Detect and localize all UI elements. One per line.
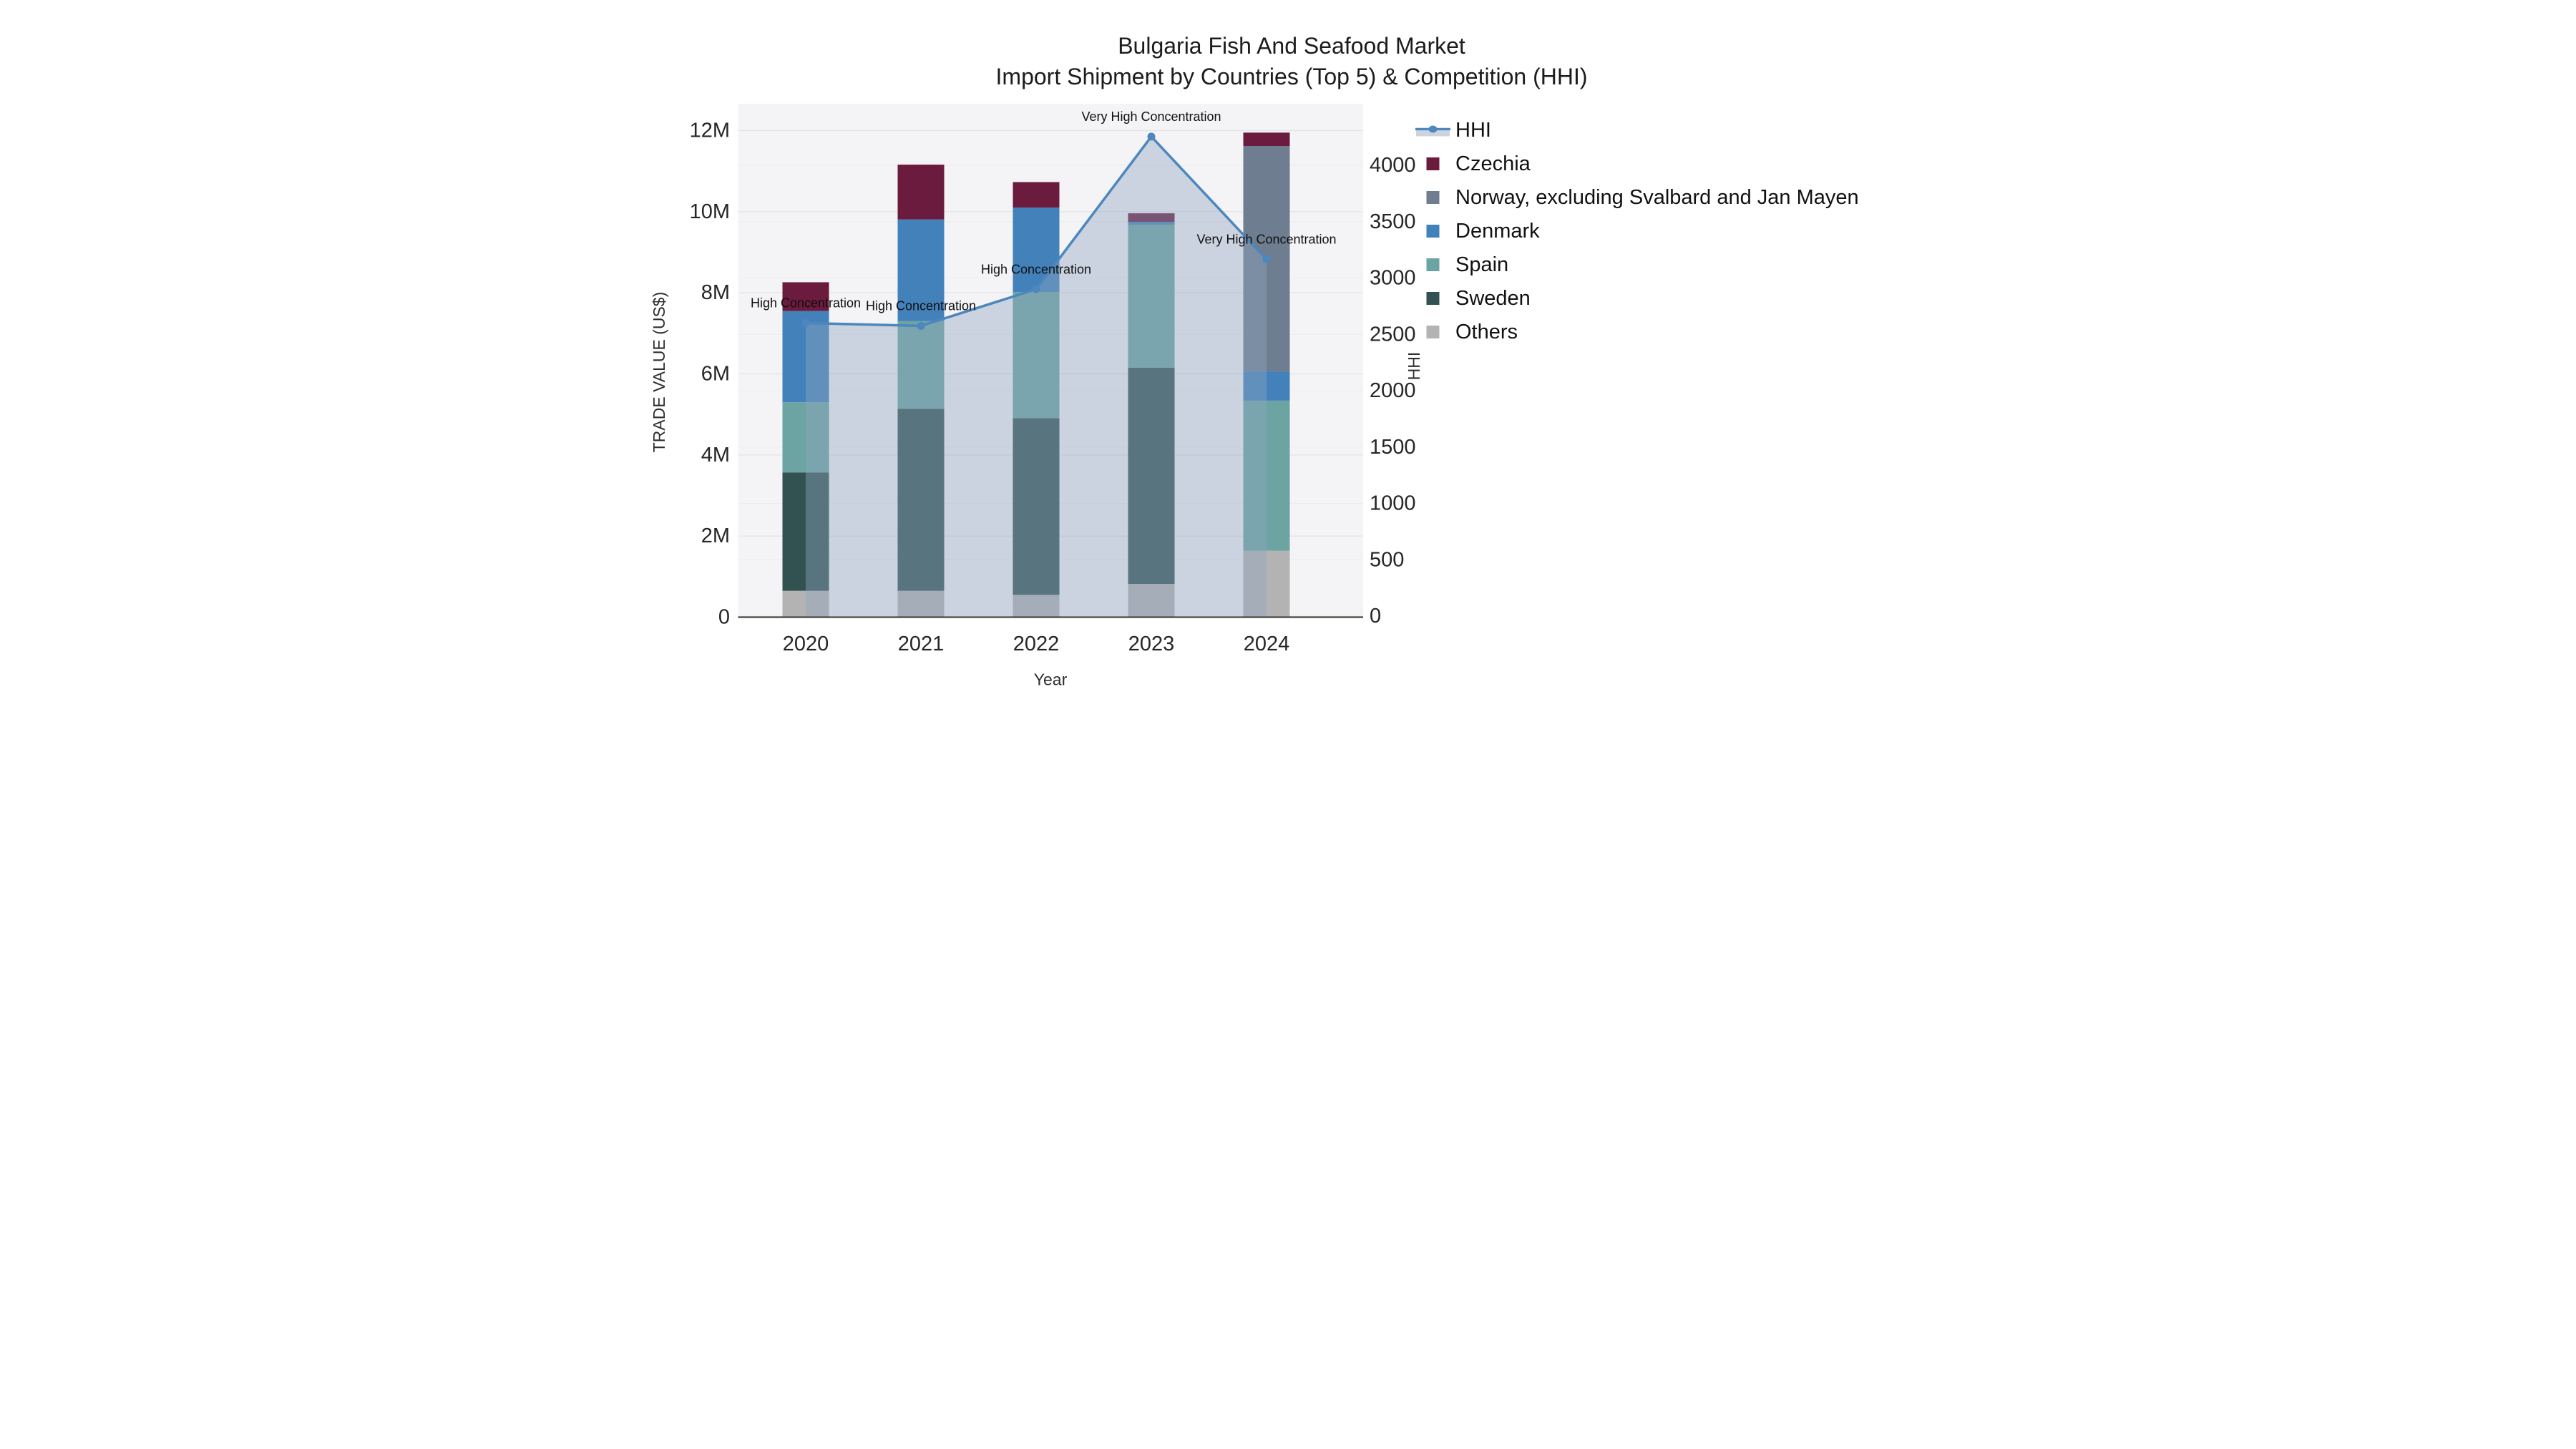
annotation-2020: High Concentration: [751, 296, 861, 311]
y-left-axis-title: TRADE VALUE (US$): [650, 292, 668, 453]
y-right-tick-label: 2500: [1370, 323, 1416, 346]
x-axis-title: Year: [1034, 670, 1068, 689]
hhi-marker-2021: [917, 321, 925, 330]
bar-segment-others-2021: [897, 590, 945, 618]
bar-segment-others-2023: [1128, 584, 1175, 618]
y-left-tick-label: 6M: [701, 363, 730, 386]
bar-segment-denmark-2022: [1013, 208, 1060, 293]
bar-segment-czechia-2022: [1013, 182, 1060, 208]
bar-segment-spain-2020: [782, 402, 829, 473]
hhi-area: [806, 136, 1267, 616]
x-tick-label: 2022: [1013, 633, 1060, 655]
chart-canvas: Bulgaria Fish And Seafood Market Import …: [644, 0, 1932, 725]
hhi-line-layer: [801, 132, 1271, 330]
y-left-tick-label: 4M: [701, 444, 730, 467]
y-right-tick-label: 500: [1370, 548, 1404, 571]
hhi-marker-2023: [1147, 132, 1156, 141]
y-left-tick-label: 10M: [690, 200, 730, 223]
bar-segment-spain-2022: [1013, 292, 1060, 419]
y-left-tick-label: 8M: [701, 281, 730, 304]
legend: HHI Czechia Norway, excluding Svalbard and…: [1415, 119, 1859, 343]
legend-item-label: Czechia: [1455, 152, 1531, 175]
legend-item-sweden[interactable]: Sweden: [1426, 287, 1531, 310]
y-right-tick-label: 1500: [1370, 436, 1416, 459]
legend-swatch: [1426, 258, 1440, 271]
y-right-tick-label: 2000: [1370, 379, 1416, 402]
y-right-tick-label: 0: [1370, 605, 1381, 628]
bar-segment-spain-2021: [897, 321, 945, 409]
x-tick-label: 2021: [898, 633, 945, 655]
bar-segment-spain-2024: [1243, 400, 1290, 551]
legend-item-label: Sweden: [1455, 287, 1531, 310]
bar-segment-czechia-2020: [782, 282, 829, 311]
legend-item-norway[interactable]: Norway, excluding Svalbard and Jan Mayen: [1426, 186, 1859, 209]
bar-segment-others-2022: [1013, 595, 1060, 618]
y-left-tick-label: 12M: [690, 119, 730, 142]
legend-item-label: Norway, excluding Svalbard and Jan Mayen: [1455, 186, 1859, 209]
figure: Bulgaria Fish And Seafood Market Import …: [644, 0, 1932, 725]
bar-segment-others-2024: [1243, 550, 1290, 618]
bar-segment-spain-2023: [1128, 224, 1175, 368]
bar-segment-denmark-2024: [1243, 371, 1290, 401]
legend-swatch: [1426, 326, 1440, 338]
legend-swatch: [1426, 225, 1440, 238]
legend-item-label: Denmark: [1455, 220, 1540, 243]
y-right-tick-label: 4000: [1370, 154, 1416, 177]
legend-item-denmark[interactable]: Denmark: [1426, 220, 1541, 243]
x-tick-label: 2020: [783, 633, 829, 655]
hhi-marker-2020: [801, 319, 810, 327]
y-right-tick-label: 3500: [1370, 210, 1416, 233]
legend-item-label: HHI: [1455, 119, 1491, 142]
bar-segment-denmark-2021: [897, 219, 945, 321]
bar-segment-czechia-2021: [897, 165, 945, 220]
chart-title-line1: Bulgaria Fish And Seafood Market: [1118, 33, 1465, 59]
x-tick-label: 2024: [1244, 633, 1290, 655]
legend-item-hhi[interactable]: HHI: [1415, 119, 1491, 142]
hhi-area-layer: [806, 136, 1267, 616]
bar-segment-denmark-2023: [1128, 222, 1175, 225]
y-right-tick-label: 3000: [1370, 267, 1416, 290]
legend-item-spain[interactable]: Spain: [1426, 253, 1509, 276]
annotation-2023: Very High Concentration: [1081, 109, 1221, 124]
x-tick-label: 2023: [1128, 633, 1175, 655]
bar-segment-czechia-2024: [1243, 132, 1290, 147]
bar-segment-sweden-2022: [1013, 418, 1060, 595]
chart-title-line2: Import Shipment by Countries (Top 5) & C…: [996, 64, 1588, 89]
legend-swatch: [1426, 191, 1440, 204]
hhi-marker-2022: [1032, 285, 1040, 293]
y-left-tick-label: 0: [718, 606, 730, 629]
annotation-2024: Very High Concentration: [1196, 233, 1336, 247]
annotation-2022: High Concentration: [981, 262, 1091, 276]
legend-swatch: [1426, 157, 1440, 170]
hhi-marker-2024: [1262, 255, 1271, 264]
bar-segment-sweden-2023: [1128, 368, 1175, 585]
bar-segment-sweden-2021: [897, 409, 945, 591]
legend-hhi-area-swatch: [1416, 130, 1450, 137]
annotation-layer: High Concentration High Concentration High…: [751, 109, 1337, 313]
legend-hhi-marker-icon: [1428, 125, 1438, 133]
legend-item-others[interactable]: Others: [1426, 321, 1518, 343]
legend-item-label: Spain: [1455, 253, 1508, 276]
bar-segment-sweden-2020: [782, 472, 829, 591]
bar-segment-others-2020: [782, 590, 829, 618]
y-right-tick-label: 1000: [1370, 492, 1416, 515]
legend-item-label: Others: [1455, 321, 1518, 343]
y-left-tick-label: 2M: [701, 525, 730, 547]
annotation-2021: High Concentration: [866, 298, 976, 313]
y-right-axis-title: HHI: [1405, 352, 1423, 381]
tick-label-layer: 0 2M 4M 6M 8M 10M 12M 0 500 1000 1500 2000 2500 3000 3…: [690, 119, 1416, 656]
legend-swatch: [1426, 292, 1440, 305]
legend-item-czechia[interactable]: Czechia: [1426, 152, 1531, 175]
bar-segment-czechia-2023: [1128, 213, 1175, 222]
